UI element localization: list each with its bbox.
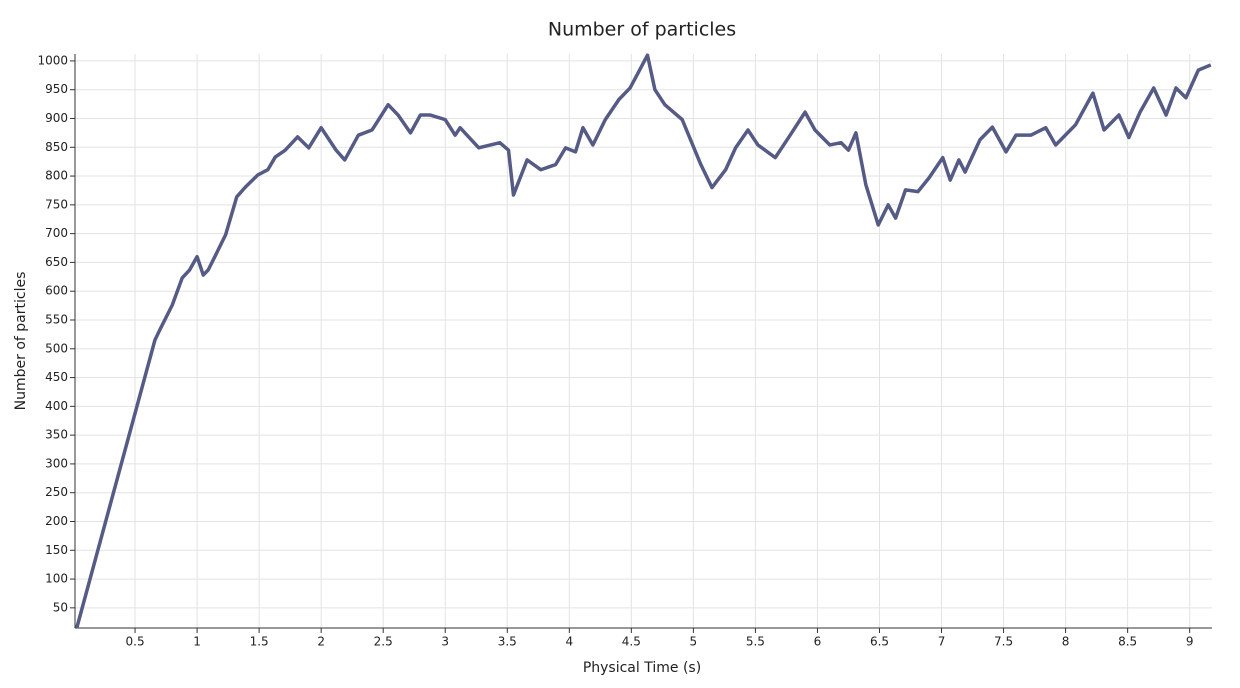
y-tick-label: 550 [45,312,68,326]
x-tick-label: 7.5 [994,635,1013,649]
y-tick-label: 150 [45,543,68,557]
x-tick-label: 8 [1062,635,1070,649]
y-tick-label: 1000 [37,53,68,67]
y-tick-label: 400 [45,399,68,413]
y-tick-label: 750 [45,197,68,211]
x-tick-label: 5 [690,635,698,649]
x-tick-label: 9 [1186,635,1194,649]
y-tick-label: 500 [45,341,68,355]
y-tick-label: 450 [45,370,68,384]
x-tick-label: 4 [565,635,573,649]
x-tick-label: 1 [193,635,201,649]
x-tick-label: 4.5 [622,635,641,649]
x-tick-label: 3 [441,635,449,649]
x-tick-label: 2 [317,635,325,649]
data-line [75,53,1212,629]
chart-title: Number of particles [548,19,736,41]
y-tick-label: 100 [45,572,68,586]
x-tick-label: 7 [938,635,946,649]
y-tick-label: 300 [45,456,68,470]
y-tick-label: 900 [45,111,68,125]
x-tick-label: 0.5 [126,635,145,649]
y-tick-label: 600 [45,284,68,298]
y-tick-label: 250 [45,485,68,499]
x-tick-label: 1.5 [250,635,269,649]
x-tick-label: 6.5 [870,635,889,649]
x-tick-label: 2.5 [374,635,393,649]
y-tick-label: 950 [45,82,68,96]
x-tick-label: 6 [814,635,822,649]
x-tick-label: 3.5 [498,635,517,649]
y-tick-label: 850 [45,140,68,154]
y-tick-label: 700 [45,226,68,240]
y-tick-label: 650 [45,255,68,269]
x-tick-label: 8.5 [1118,635,1137,649]
y-tick-label: 50 [53,600,68,614]
y-tick-label: 800 [45,169,68,183]
y-tick-label: 350 [45,428,68,442]
y-tick-label: 200 [45,514,68,528]
x-tick-label: 5.5 [746,635,765,649]
y-axis-label: Number of particles [13,272,29,411]
x-axis-label: Physical Time (s) [583,660,701,676]
